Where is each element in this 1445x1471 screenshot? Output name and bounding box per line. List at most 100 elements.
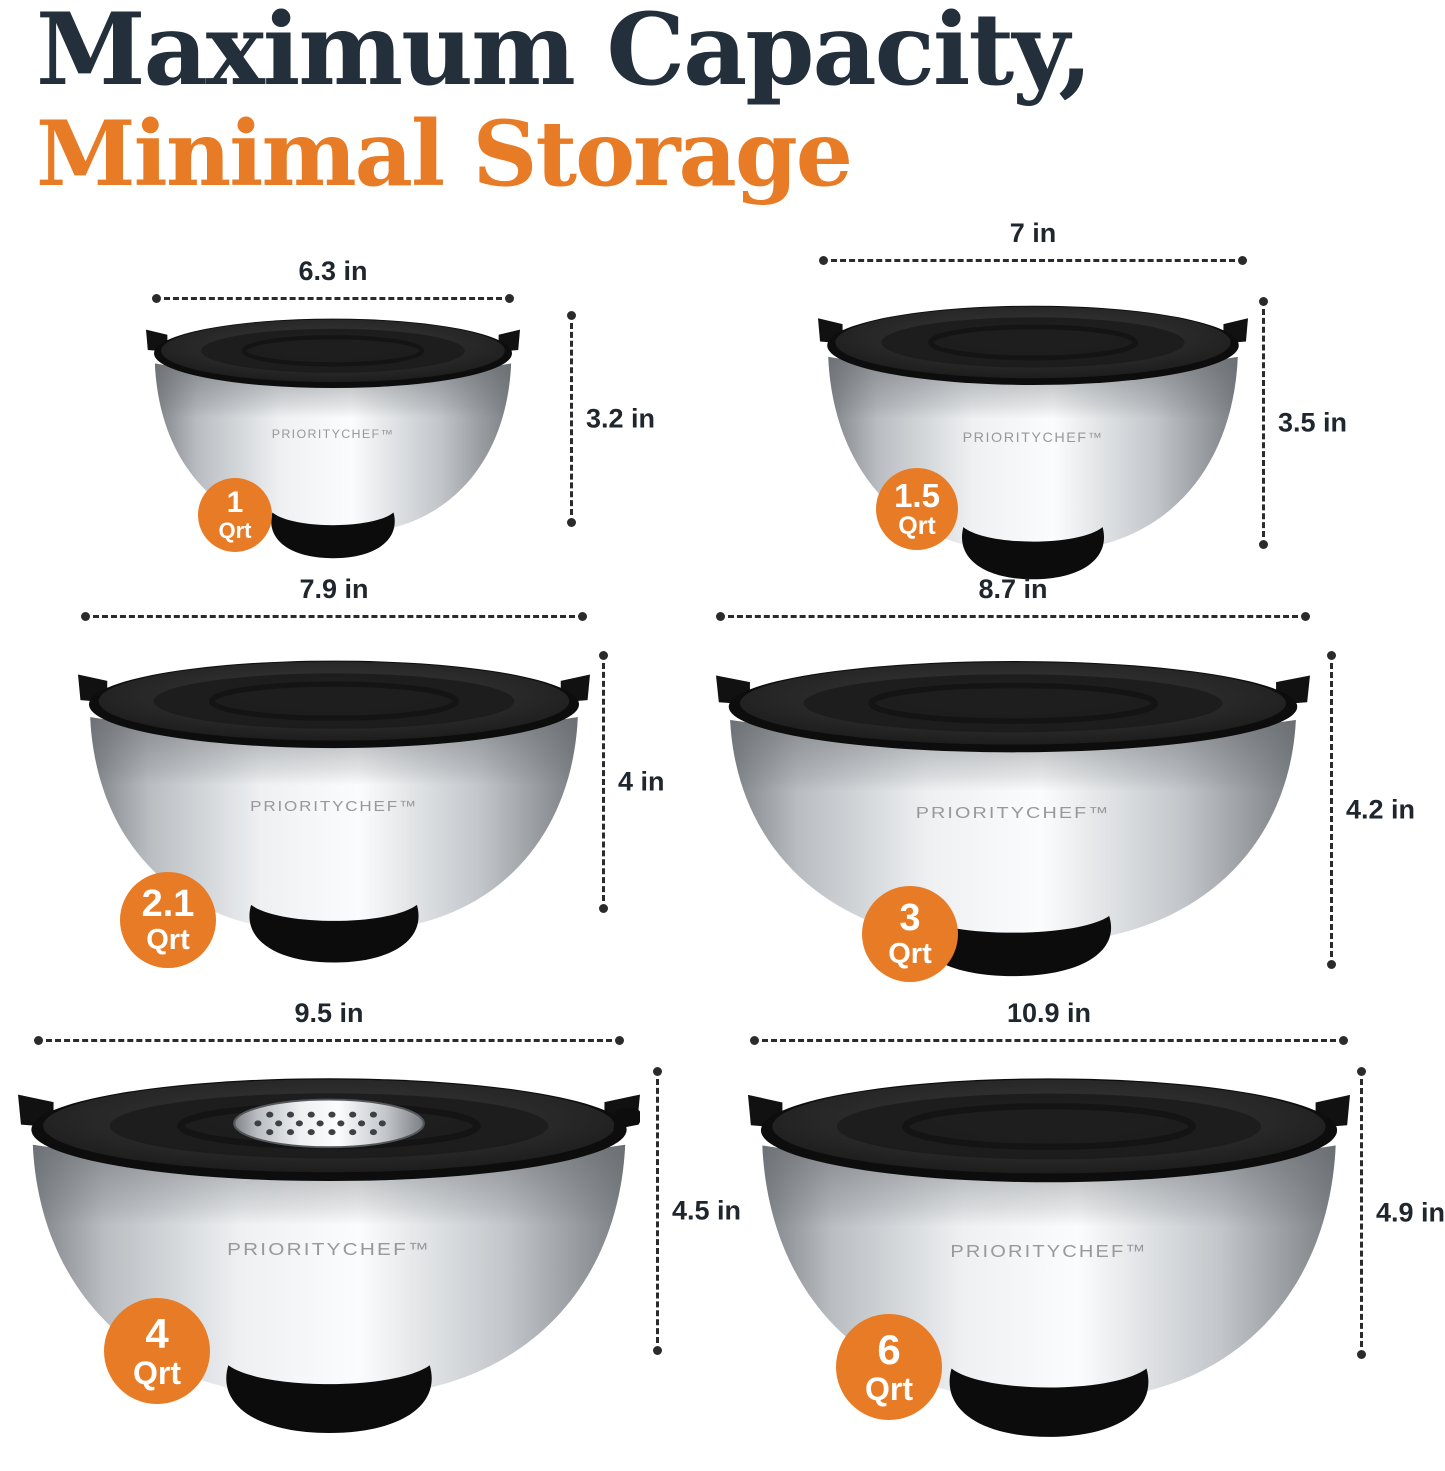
title-line1: Maximum Capacity, xyxy=(36,0,1093,108)
width-dimension-line xyxy=(716,612,1310,621)
bowl-silicone-base xyxy=(961,527,1105,580)
lid-pull-tab xyxy=(613,1107,640,1130)
height-dimension-line xyxy=(1326,651,1336,969)
lid-groove xyxy=(241,335,425,367)
dashed-line xyxy=(569,323,573,515)
dashed-line xyxy=(831,259,1235,262)
width-dimension: 8.7 in xyxy=(716,574,1310,621)
bowl-silicone-base xyxy=(271,512,395,559)
capacity-value: 1 xyxy=(226,485,244,519)
bowl-illustration: PRIORITYCHEF™ xyxy=(78,660,590,963)
width-dimension-line xyxy=(34,1036,624,1045)
dimension-end-dot xyxy=(1356,1067,1366,1076)
capacity-value: 4 xyxy=(145,1310,169,1358)
dimension-end-dot xyxy=(1326,960,1336,969)
width-label: 7.9 in xyxy=(299,574,369,604)
height-dimension: 4.5 in xyxy=(652,1067,741,1355)
dashed-line xyxy=(601,663,605,901)
height-dimension: 4.9 in xyxy=(1356,1067,1445,1359)
width-dimension-line xyxy=(81,612,587,621)
dimension-end-dot xyxy=(819,256,828,265)
width-dimension-line xyxy=(750,1036,1348,1045)
bowl-illustration: PRIORITYCHEF™ xyxy=(748,1078,1350,1437)
dimension-end-dot xyxy=(578,612,587,621)
grater-holes xyxy=(254,1111,386,1136)
bowl-section-1-qrt: 6.3 in PRIORITYCHEF™ 3.2 in 1 Qrt xyxy=(146,256,655,565)
brand-logo: PRIORITYCHEF™ xyxy=(916,804,1111,821)
bowl-silicone-base xyxy=(226,1365,432,1433)
dashed-line xyxy=(728,615,1298,618)
capacity-value: 6 xyxy=(877,1326,901,1374)
dimension-end-dot xyxy=(1356,1350,1366,1359)
dimension-end-dot xyxy=(716,612,725,621)
capacity-value: 3 xyxy=(899,896,921,939)
width-dimension: 9.5 in xyxy=(34,998,624,1045)
brand-logo: PRIORITYCHEF™ xyxy=(272,427,395,441)
dashed-line xyxy=(93,615,575,618)
capacity-badge: 6 Qrt xyxy=(836,1314,942,1420)
page-title: Maximum Capacity, Minimal Storage xyxy=(36,0,1093,199)
capacity-badge: 2.1 Qrt xyxy=(120,872,216,968)
width-dimension: 6.3 in xyxy=(152,256,514,303)
bowl-silicone-base xyxy=(949,1368,1149,1437)
dimension-end-dot xyxy=(1238,256,1247,265)
capacity-unit: Qrt xyxy=(865,1371,913,1408)
capacity-badge: 1 Qrt xyxy=(198,478,272,552)
capacity-unit: Qrt xyxy=(898,512,936,541)
dimension-end-dot xyxy=(1258,297,1268,306)
dimension-end-dot xyxy=(34,1036,43,1045)
bowl-section-2-1-qrt: 7.9 in PRIORITYCHEF™ 4 in 2.1 Qrt xyxy=(78,574,665,971)
dimension-end-dot xyxy=(750,1036,759,1045)
bowl-section-1-5-qrt: 7 in PRIORITYCHEF™ 3.5 in 1.5 Qrt xyxy=(818,218,1347,587)
width-label: 9.5 in xyxy=(294,998,364,1028)
height-label: 4.9 in xyxy=(1376,1197,1445,1228)
lid-groove xyxy=(902,1103,1196,1150)
bowl-silicone-base xyxy=(249,904,419,963)
height-label: 4.5 in xyxy=(672,1195,742,1226)
bowl-section-4-qrt: 9.5 in PRIORITYCHEF™ 4.5 in 4 Qrt xyxy=(18,998,741,1443)
lid-groove xyxy=(868,682,1158,724)
dashed-line xyxy=(164,297,502,300)
lid-inner-ring xyxy=(201,328,465,373)
height-dimension-line xyxy=(598,651,608,913)
height-dimension: 3.5 in xyxy=(1258,297,1347,549)
bowl-illustration: PRIORITYCHEF™ xyxy=(716,661,1310,977)
width-dimension: 10.9 in xyxy=(750,998,1348,1045)
height-label: 4.2 in xyxy=(1346,794,1416,825)
lid-inner-ring xyxy=(881,317,1185,368)
height-label: 3.5 in xyxy=(1278,407,1348,438)
dimension-end-dot xyxy=(598,651,608,660)
capacity-value: 2.1 xyxy=(141,882,195,925)
lid-inner-ring xyxy=(836,1093,1262,1160)
width-label: 7 in xyxy=(1009,218,1057,248)
bowl-illustration: PRIORITYCHEF™ xyxy=(818,305,1248,580)
dimension-end-dot xyxy=(1339,1036,1348,1045)
width-label: 10.9 in xyxy=(1006,998,1092,1028)
dimension-end-dot xyxy=(1258,540,1268,549)
dashed-line xyxy=(1329,663,1333,957)
height-dimension: 3.2 in xyxy=(566,311,655,527)
brand-logo: PRIORITYCHEF™ xyxy=(250,798,418,815)
brand-logo: PRIORITYCHEF™ xyxy=(227,1240,431,1259)
dimension-end-dot xyxy=(652,1067,662,1076)
brand-logo: PRIORITYCHEF™ xyxy=(950,1242,1147,1262)
capacity-badge: 1.5 Qrt xyxy=(876,468,958,550)
capacity-unit: Qrt xyxy=(133,1355,181,1392)
dimension-end-dot xyxy=(505,294,514,303)
dimension-end-dot xyxy=(566,518,576,527)
dashed-line xyxy=(1359,1079,1363,1347)
width-label: 8.7 in xyxy=(978,574,1048,604)
capacity-unit: Qrt xyxy=(146,923,190,956)
brand-logo: PRIORITYCHEF™ xyxy=(963,429,1104,445)
dimension-end-dot xyxy=(615,1036,624,1045)
dimension-end-dot xyxy=(598,904,608,913)
dimension-end-dot xyxy=(152,294,161,303)
dashed-line xyxy=(655,1079,659,1343)
height-dimension: 4 in xyxy=(598,651,665,913)
capacity-value: 1.5 xyxy=(894,476,940,514)
lid-groove xyxy=(928,324,1138,361)
height-dimension-line xyxy=(566,311,576,527)
height-label: 3.2 in xyxy=(586,403,656,434)
capacity-badge: 4 Qrt xyxy=(104,1298,210,1404)
